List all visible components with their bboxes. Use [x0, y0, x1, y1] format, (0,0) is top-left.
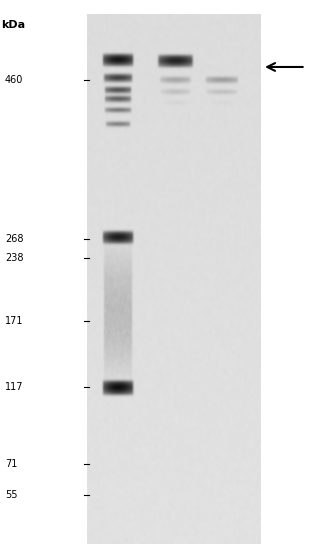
- Text: 55: 55: [5, 490, 17, 500]
- Text: 268: 268: [5, 234, 23, 244]
- Text: 171: 171: [5, 316, 23, 326]
- Text: 460: 460: [5, 75, 23, 85]
- Text: 71: 71: [5, 459, 17, 469]
- Text: kDa: kDa: [1, 20, 25, 30]
- Text: 117: 117: [5, 382, 23, 392]
- Text: 238: 238: [5, 253, 23, 263]
